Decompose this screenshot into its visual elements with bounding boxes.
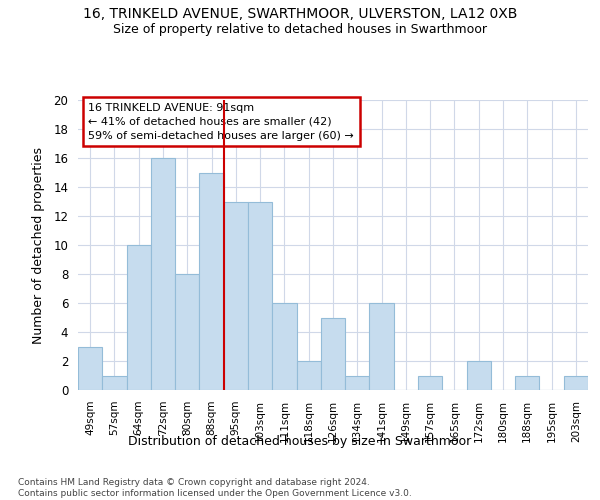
Bar bbox=[78, 346, 102, 390]
Bar bbox=[248, 202, 272, 390]
Bar bbox=[224, 202, 248, 390]
Bar bbox=[272, 303, 296, 390]
Text: Contains HM Land Registry data © Crown copyright and database right 2024.
Contai: Contains HM Land Registry data © Crown c… bbox=[18, 478, 412, 498]
Bar bbox=[515, 376, 539, 390]
Bar bbox=[127, 245, 151, 390]
Bar bbox=[151, 158, 175, 390]
Text: 16 TRINKELD AVENUE: 91sqm
← 41% of detached houses are smaller (42)
59% of semi-: 16 TRINKELD AVENUE: 91sqm ← 41% of detac… bbox=[88, 103, 354, 141]
Y-axis label: Number of detached properties: Number of detached properties bbox=[32, 146, 45, 344]
Bar bbox=[418, 376, 442, 390]
Bar bbox=[321, 318, 345, 390]
Bar bbox=[564, 376, 588, 390]
Text: Size of property relative to detached houses in Swarthmoor: Size of property relative to detached ho… bbox=[113, 22, 487, 36]
Bar bbox=[370, 303, 394, 390]
Bar bbox=[199, 172, 224, 390]
Bar bbox=[175, 274, 199, 390]
Bar bbox=[102, 376, 127, 390]
Bar bbox=[345, 376, 370, 390]
Bar bbox=[467, 361, 491, 390]
Text: 16, TRINKELD AVENUE, SWARTHMOOR, ULVERSTON, LA12 0XB: 16, TRINKELD AVENUE, SWARTHMOOR, ULVERST… bbox=[83, 8, 517, 22]
Bar bbox=[296, 361, 321, 390]
Text: Distribution of detached houses by size in Swarthmoor: Distribution of detached houses by size … bbox=[128, 435, 472, 448]
